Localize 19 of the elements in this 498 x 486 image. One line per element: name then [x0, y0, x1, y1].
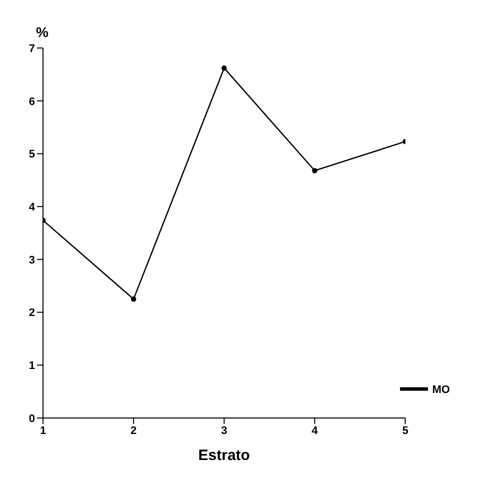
y-tick-label: 1: [28, 360, 35, 372]
x-axis-title: Estrato: [198, 447, 250, 464]
x-tick-label: 5: [402, 424, 408, 437]
legend-label: MO: [432, 384, 450, 396]
x-tick-label: 3: [221, 424, 228, 437]
point: [221, 65, 227, 71]
y-tick-label: 7: [28, 42, 35, 55]
y-tick-label: 0: [28, 412, 35, 425]
x-tick-label: 1: [40, 424, 46, 437]
point: [312, 168, 318, 174]
y-axis-title: %: [36, 24, 48, 40]
x-tick-label: 4: [312, 424, 319, 437]
y-tick-label: 6: [28, 96, 35, 108]
point: [130, 296, 136, 302]
x-tick-label: 2: [130, 424, 137, 437]
y-tick-label: 5: [28, 148, 35, 161]
y-tick-label: 2: [28, 307, 35, 320]
y-tick-label: 3: [28, 254, 35, 266]
y-tick-label: 4: [28, 201, 36, 214]
